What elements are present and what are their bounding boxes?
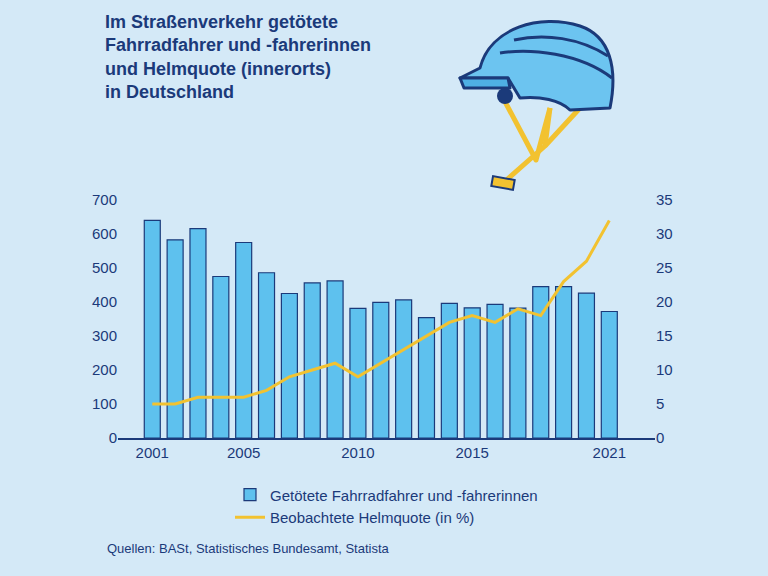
- svg-text:25: 25: [656, 259, 673, 276]
- svg-text:35: 35: [656, 191, 673, 208]
- svg-text:5: 5: [656, 395, 664, 412]
- svg-text:100: 100: [92, 395, 117, 412]
- svg-text:10: 10: [656, 361, 673, 378]
- svg-text:0: 0: [109, 429, 117, 446]
- svg-text:Quellen: BASt, Statistisches B: Quellen: BASt, Statistisches Bundesamt, …: [107, 541, 390, 556]
- svg-text:300: 300: [92, 327, 117, 344]
- svg-text:400: 400: [92, 293, 117, 310]
- svg-text:200: 200: [92, 361, 117, 378]
- svg-text:0: 0: [656, 429, 664, 446]
- svg-text:2010: 2010: [341, 444, 374, 461]
- svg-text:Beobachtete Helmquote (in %): Beobachtete Helmquote (in %): [270, 509, 474, 526]
- svg-text:30: 30: [656, 225, 673, 242]
- svg-text:600: 600: [92, 225, 117, 242]
- svg-text:700: 700: [92, 191, 117, 208]
- svg-text:2015: 2015: [456, 444, 489, 461]
- svg-text:500: 500: [92, 259, 117, 276]
- svg-text:Im Straßenverkehr getöteteFahr: Im Straßenverkehr getöteteFahrradfahrer …: [105, 12, 371, 102]
- svg-text:2005: 2005: [227, 444, 260, 461]
- svg-text:20: 20: [656, 293, 673, 310]
- svg-text:Getötete Fahrradfahrer und -fa: Getötete Fahrradfahrer und -fahrerinnen: [270, 487, 538, 504]
- svg-text:2001: 2001: [136, 444, 169, 461]
- svg-text:15: 15: [656, 327, 673, 344]
- svg-text:2021: 2021: [593, 444, 626, 461]
